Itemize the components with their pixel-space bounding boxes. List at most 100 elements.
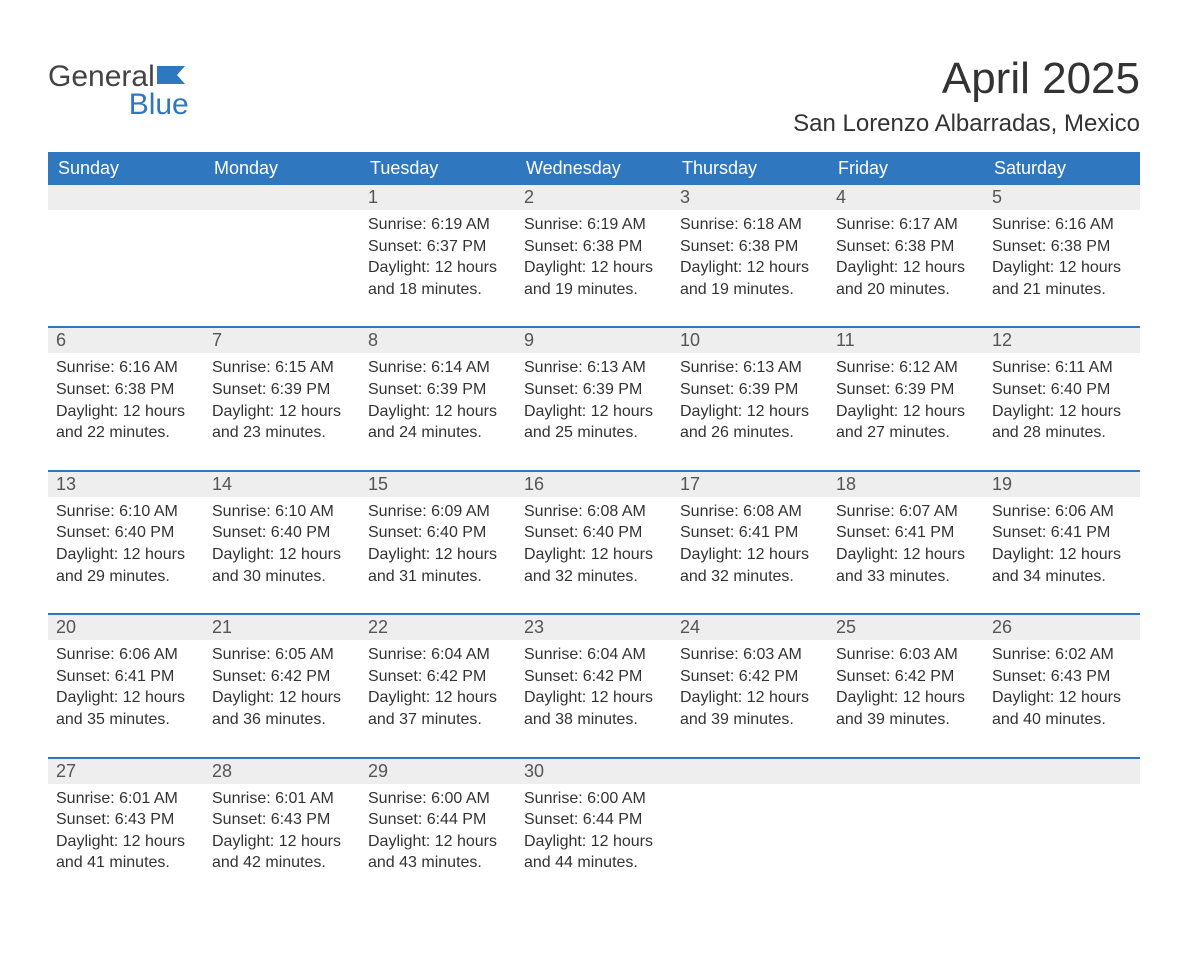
day-detail-cell: Sunrise: 6:05 AMSunset: 6:42 PMDaylight:…	[204, 640, 360, 757]
empty-day-number-cell	[48, 185, 204, 210]
sunset-label: Sunset:	[836, 238, 895, 255]
sunset-value: 6:43 PM	[271, 811, 331, 828]
sunrise-line: Sunrise: 6:15 AM	[212, 357, 352, 379]
sunrise-line: Sunrise: 6:19 AM	[524, 214, 664, 236]
sunset-label: Sunset:	[524, 524, 583, 541]
sunset-label: Sunset:	[680, 524, 739, 541]
day-number-cell: 25	[828, 614, 984, 640]
sunset-label: Sunset:	[212, 524, 271, 541]
sunrise-label: Sunrise:	[56, 359, 119, 376]
daylight-line: Daylight: 12 hours and 19 minutes.	[680, 257, 820, 300]
sunset-value: 6:38 PM	[1051, 238, 1111, 255]
sunset-value: 6:40 PM	[271, 524, 331, 541]
day-number-cell: 3	[672, 185, 828, 210]
sunrise-line: Sunrise: 6:16 AM	[56, 357, 196, 379]
week-daynum-row: 12345	[48, 185, 1140, 210]
sunrise-value: 6:13 AM	[743, 359, 802, 376]
day-number-cell: 6	[48, 327, 204, 353]
sunset-value: 6:44 PM	[427, 811, 487, 828]
daylight-label: Daylight:	[992, 689, 1059, 706]
sunrise-line: Sunrise: 6:12 AM	[836, 357, 976, 379]
sunrise-label: Sunrise:	[212, 503, 275, 520]
daylight-label: Daylight:	[212, 833, 279, 850]
sunrise-value: 6:02 AM	[1055, 646, 1114, 663]
day-header: Tuesday	[360, 152, 516, 185]
daylight-line: Daylight: 12 hours and 39 minutes.	[680, 687, 820, 730]
sunset-label: Sunset:	[524, 668, 583, 685]
sunrise-line: Sunrise: 6:04 AM	[368, 644, 508, 666]
sunrise-line: Sunrise: 6:06 AM	[992, 501, 1132, 523]
sunset-label: Sunset:	[680, 381, 739, 398]
day-detail-cell: Sunrise: 6:11 AMSunset: 6:40 PMDaylight:…	[984, 353, 1140, 470]
sunrise-label: Sunrise:	[368, 503, 431, 520]
day-number-cell: 17	[672, 471, 828, 497]
daylight-line: Daylight: 12 hours and 21 minutes.	[992, 257, 1132, 300]
day-number-cell: 10	[672, 327, 828, 353]
daylight-line: Daylight: 12 hours and 29 minutes.	[56, 544, 196, 587]
sunset-label: Sunset:	[368, 524, 427, 541]
flag-icon	[157, 64, 191, 91]
sunset-label: Sunset:	[524, 811, 583, 828]
day-header: Monday	[204, 152, 360, 185]
day-detail-cell: Sunrise: 6:10 AMSunset: 6:40 PMDaylight:…	[204, 497, 360, 614]
sunset-line: Sunset: 6:39 PM	[680, 379, 820, 401]
sunrise-value: 6:12 AM	[899, 359, 958, 376]
sunrise-line: Sunrise: 6:17 AM	[836, 214, 976, 236]
day-detail-cell: Sunrise: 6:09 AMSunset: 6:40 PMDaylight:…	[360, 497, 516, 614]
sunset-value: 6:42 PM	[427, 668, 487, 685]
daylight-line: Daylight: 12 hours and 31 minutes.	[368, 544, 508, 587]
sunset-label: Sunset:	[56, 524, 115, 541]
sunrise-line: Sunrise: 6:18 AM	[680, 214, 820, 236]
daylight-label: Daylight:	[680, 546, 747, 563]
day-detail-cell: Sunrise: 6:16 AMSunset: 6:38 PMDaylight:…	[984, 210, 1140, 327]
sunrise-label: Sunrise:	[680, 503, 743, 520]
daylight-line: Daylight: 12 hours and 41 minutes.	[56, 831, 196, 874]
sunrise-line: Sunrise: 6:19 AM	[368, 214, 508, 236]
sunrise-value: 6:03 AM	[743, 646, 802, 663]
daylight-line: Daylight: 12 hours and 39 minutes.	[836, 687, 976, 730]
calendar-body: 12345 Sunrise: 6:19 AMSunset: 6:37 PMDay…	[48, 185, 1140, 900]
sunset-value: 6:38 PM	[115, 381, 175, 398]
sunset-label: Sunset:	[56, 811, 115, 828]
sunrise-label: Sunrise:	[680, 216, 743, 233]
brand-logo: General Blue	[48, 40, 191, 122]
sunrise-value: 6:18 AM	[743, 216, 802, 233]
sunset-value: 6:38 PM	[739, 238, 799, 255]
daylight-label: Daylight:	[368, 689, 435, 706]
daylight-label: Daylight:	[368, 546, 435, 563]
daylight-label: Daylight:	[56, 546, 123, 563]
day-number-cell: 9	[516, 327, 672, 353]
sunrise-value: 6:07 AM	[899, 503, 958, 520]
day-detail-cell: Sunrise: 6:13 AMSunset: 6:39 PMDaylight:…	[516, 353, 672, 470]
month-title: April 2025	[793, 54, 1140, 104]
sunrise-label: Sunrise:	[56, 503, 119, 520]
sunset-line: Sunset: 6:40 PM	[524, 522, 664, 544]
sunset-line: Sunset: 6:40 PM	[212, 522, 352, 544]
sunrise-value: 6:01 AM	[119, 790, 178, 807]
sunset-label: Sunset:	[836, 381, 895, 398]
day-number-cell: 15	[360, 471, 516, 497]
sunset-line: Sunset: 6:40 PM	[56, 522, 196, 544]
sunrise-label: Sunrise:	[212, 359, 275, 376]
day-number-cell: 23	[516, 614, 672, 640]
sunrise-label: Sunrise:	[56, 790, 119, 807]
day-detail-cell: Sunrise: 6:08 AMSunset: 6:41 PMDaylight:…	[672, 497, 828, 614]
empty-day-number-cell	[204, 185, 360, 210]
sunrise-value: 6:03 AM	[899, 646, 958, 663]
sunset-value: 6:40 PM	[1051, 381, 1111, 398]
daylight-label: Daylight:	[680, 259, 747, 276]
day-number-cell: 22	[360, 614, 516, 640]
daylight-line: Daylight: 12 hours and 43 minutes.	[368, 831, 508, 874]
sunset-value: 6:44 PM	[583, 811, 643, 828]
sunset-line: Sunset: 6:43 PM	[56, 809, 196, 831]
sunrise-value: 6:13 AM	[587, 359, 646, 376]
sunrise-value: 6:17 AM	[899, 216, 958, 233]
day-number-cell: 2	[516, 185, 672, 210]
daylight-line: Daylight: 12 hours and 23 minutes.	[212, 401, 352, 444]
daylight-line: Daylight: 12 hours and 32 minutes.	[524, 544, 664, 587]
sunset-label: Sunset:	[368, 668, 427, 685]
sunset-label: Sunset:	[680, 668, 739, 685]
sunset-value: 6:41 PM	[1051, 524, 1111, 541]
day-header: Saturday	[984, 152, 1140, 185]
sunset-label: Sunset:	[992, 238, 1051, 255]
